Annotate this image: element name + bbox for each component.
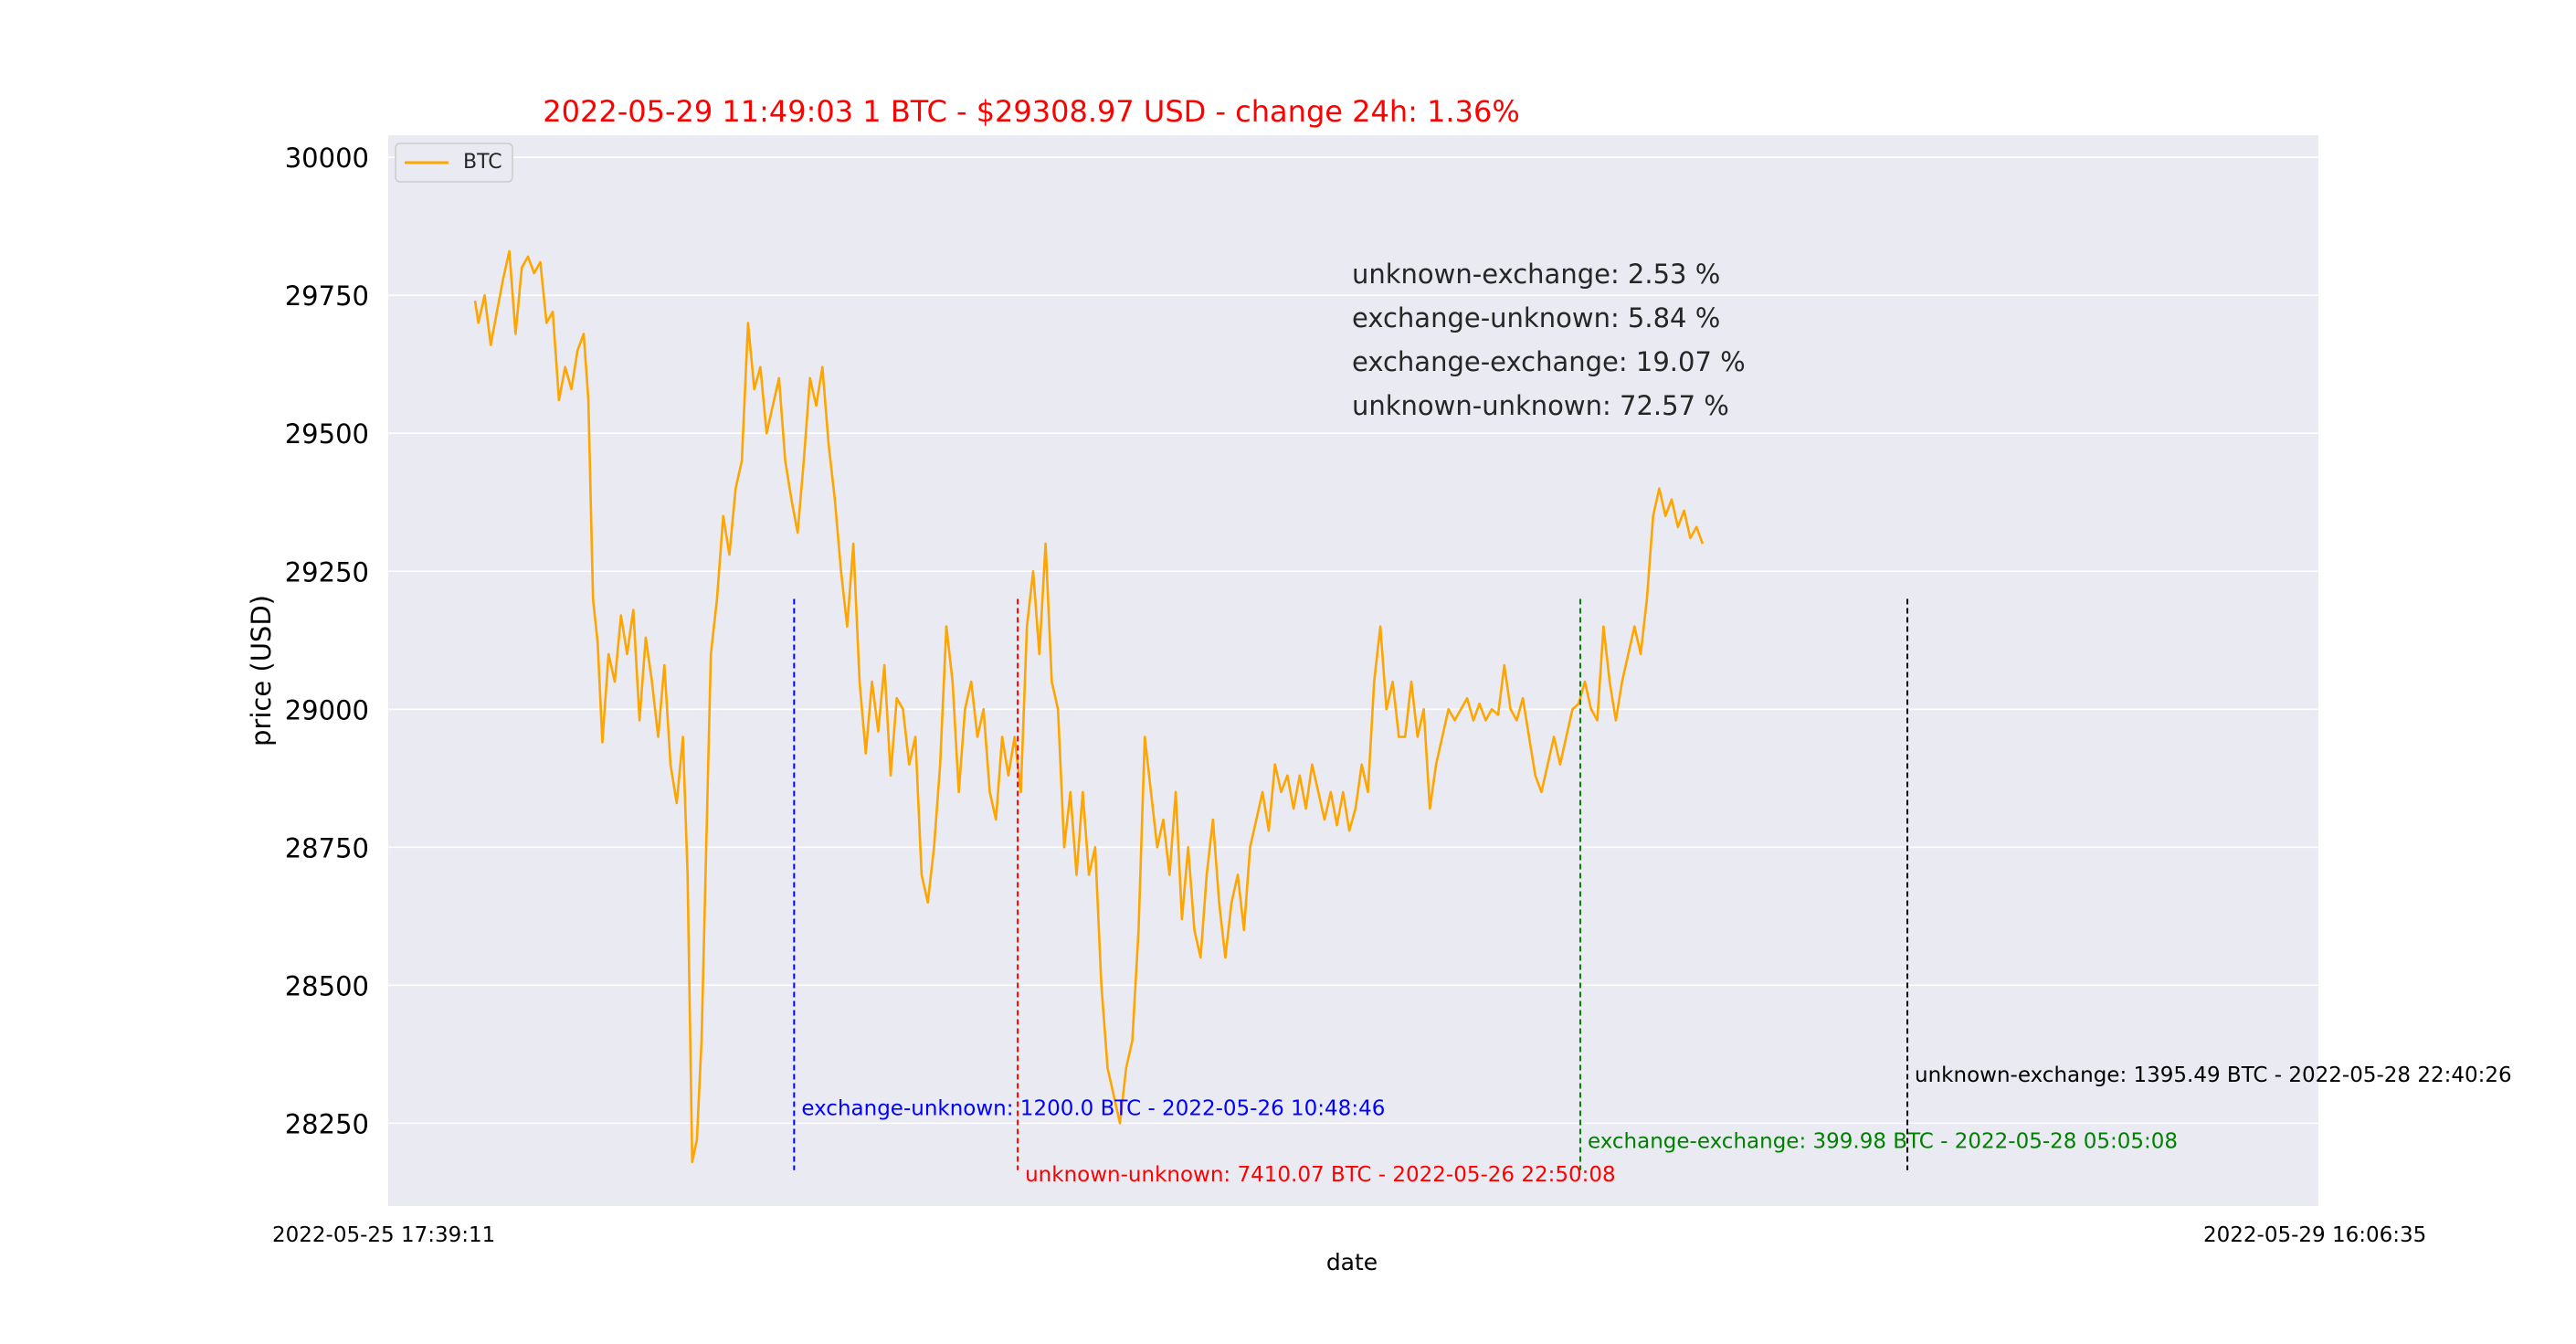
y-tick-labels: 28250 28500 28750 29000 29250 29500 29750 30000 bbox=[285, 143, 369, 1139]
series-line-btc bbox=[473, 249, 1705, 1163]
chart-title: 2022-05-29 11:49:03 1 BTC - $29308.97 US… bbox=[543, 94, 1519, 129]
marker-label-3: exchange-exchange: 399.98 BTC - 2022-05-… bbox=[1588, 1130, 2178, 1154]
marker-label-1: exchange-unknown: 1200.0 BTC - 2022-05-2… bbox=[801, 1096, 1385, 1120]
y-tick-label-28500: 28500 bbox=[285, 970, 369, 1001]
marker-layer: exchange-unknown: 1200.0 BTC - 2022-05-2… bbox=[793, 598, 2512, 1187]
y-tick-label-29500: 29500 bbox=[285, 418, 369, 450]
y-tick-label-30000: 30000 bbox=[285, 143, 369, 174]
x-tick-label-start: 2022-05-25 17:39:11 bbox=[272, 1223, 495, 1247]
summary-annotation-1: unknown-exchange: 2.53 % bbox=[1352, 259, 1720, 290]
y-tick-label-28750: 28750 bbox=[285, 832, 369, 863]
series-layer bbox=[473, 249, 1705, 1163]
legend[interactable]: BTC bbox=[395, 143, 513, 183]
legend-entry-btc: BTC bbox=[463, 151, 502, 174]
y-axis-label: price (USD) bbox=[246, 595, 277, 746]
summary-annotations: unknown-exchange: 2.53 % exchange-unknown… bbox=[1352, 259, 1746, 421]
marker-label-4: unknown-exchange: 1395.49 BTC - 2022-05-… bbox=[1915, 1064, 2512, 1087]
y-tick-label-28250: 28250 bbox=[285, 1108, 369, 1139]
summary-annotation-3: exchange-exchange: 19.07 % bbox=[1352, 346, 1746, 377]
summary-annotation-4: unknown-unknown: 72.57 % bbox=[1352, 390, 1729, 421]
y-tick-label-29750: 29750 bbox=[285, 280, 369, 312]
marker-label-2: unknown-unknown: 7410.07 BTC - 2022-05-2… bbox=[1025, 1163, 1616, 1187]
legend-box bbox=[395, 143, 513, 183]
x-tick-label-end: 2022-05-29 16:06:35 bbox=[2203, 1223, 2426, 1247]
x-axis-label: date bbox=[1326, 1249, 1378, 1275]
y-tick-label-29000: 29000 bbox=[285, 694, 369, 725]
y-tick-label-29250: 29250 bbox=[285, 556, 369, 587]
summary-annotation-2: exchange-unknown: 5.84 % bbox=[1352, 302, 1720, 333]
